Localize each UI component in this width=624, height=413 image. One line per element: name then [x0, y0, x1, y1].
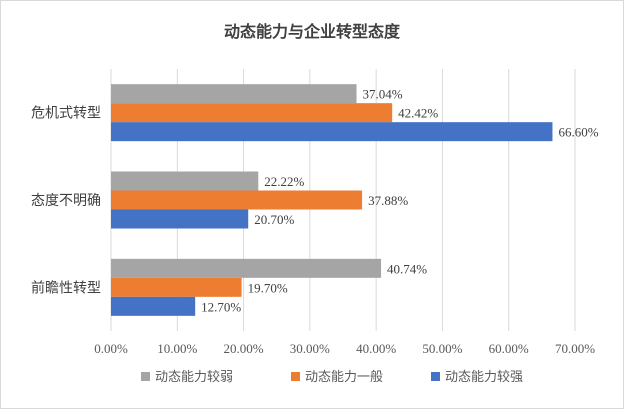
bar [111, 209, 249, 229]
bar [111, 190, 363, 210]
bar [111, 277, 242, 297]
x-tick-label: 20.00% [224, 341, 264, 356]
data-labels: 37.04% 42.42% 66.60% 22.22% 37.88% 20.70% 40.7… [201, 87, 599, 315]
category-label: 态度不明确 [31, 193, 101, 209]
data-label: 37.88% [368, 193, 408, 208]
data-label: 42.42% [398, 106, 438, 121]
category-label: 危机式转型 [31, 106, 101, 122]
legend-swatch [431, 372, 440, 381]
x-tick-label: 0.00% [94, 341, 128, 356]
legend-swatch [291, 372, 300, 381]
data-label: 19.70% [248, 280, 288, 295]
x-tick-label: 60.00% [489, 341, 529, 356]
category-label: 前瞻性转型 [31, 279, 101, 296]
bar [111, 84, 357, 104]
x-tick-label: 30.00% [290, 341, 330, 356]
data-label: 40.74% [387, 261, 427, 276]
bar [111, 258, 382, 278]
legend-label: 动态能力一般 [305, 369, 383, 385]
chart-title: 动态能力与企业转型态度 [224, 22, 401, 41]
data-label: 20.70% [254, 212, 294, 227]
bar [111, 103, 393, 123]
legend-label: 动态能力较弱 [155, 370, 233, 385]
data-label: 37.04% [363, 87, 403, 102]
data-label: 66.60% [558, 125, 598, 140]
data-label: 22.22% [264, 174, 304, 189]
x-tick-label: 10.00% [157, 341, 197, 356]
legend: 动态能力较弱 动态能力一般 动态能力较强 [141, 369, 523, 385]
x-tick-label: 50.00% [422, 341, 462, 356]
bar [111, 122, 553, 142]
bar [111, 296, 196, 316]
legend-label: 动态能力较强 [445, 370, 523, 385]
bar [111, 171, 259, 191]
x-tick-label: 40.00% [356, 341, 396, 356]
legend-swatch [141, 372, 150, 381]
axes: 0.00% 10.00% 20.00% 30.00% 40.00% 50.00% 60.00… [31, 106, 595, 356]
bars [111, 84, 553, 316]
x-tick-label: 70.00% [555, 341, 595, 356]
data-label: 12.70% [201, 299, 241, 314]
